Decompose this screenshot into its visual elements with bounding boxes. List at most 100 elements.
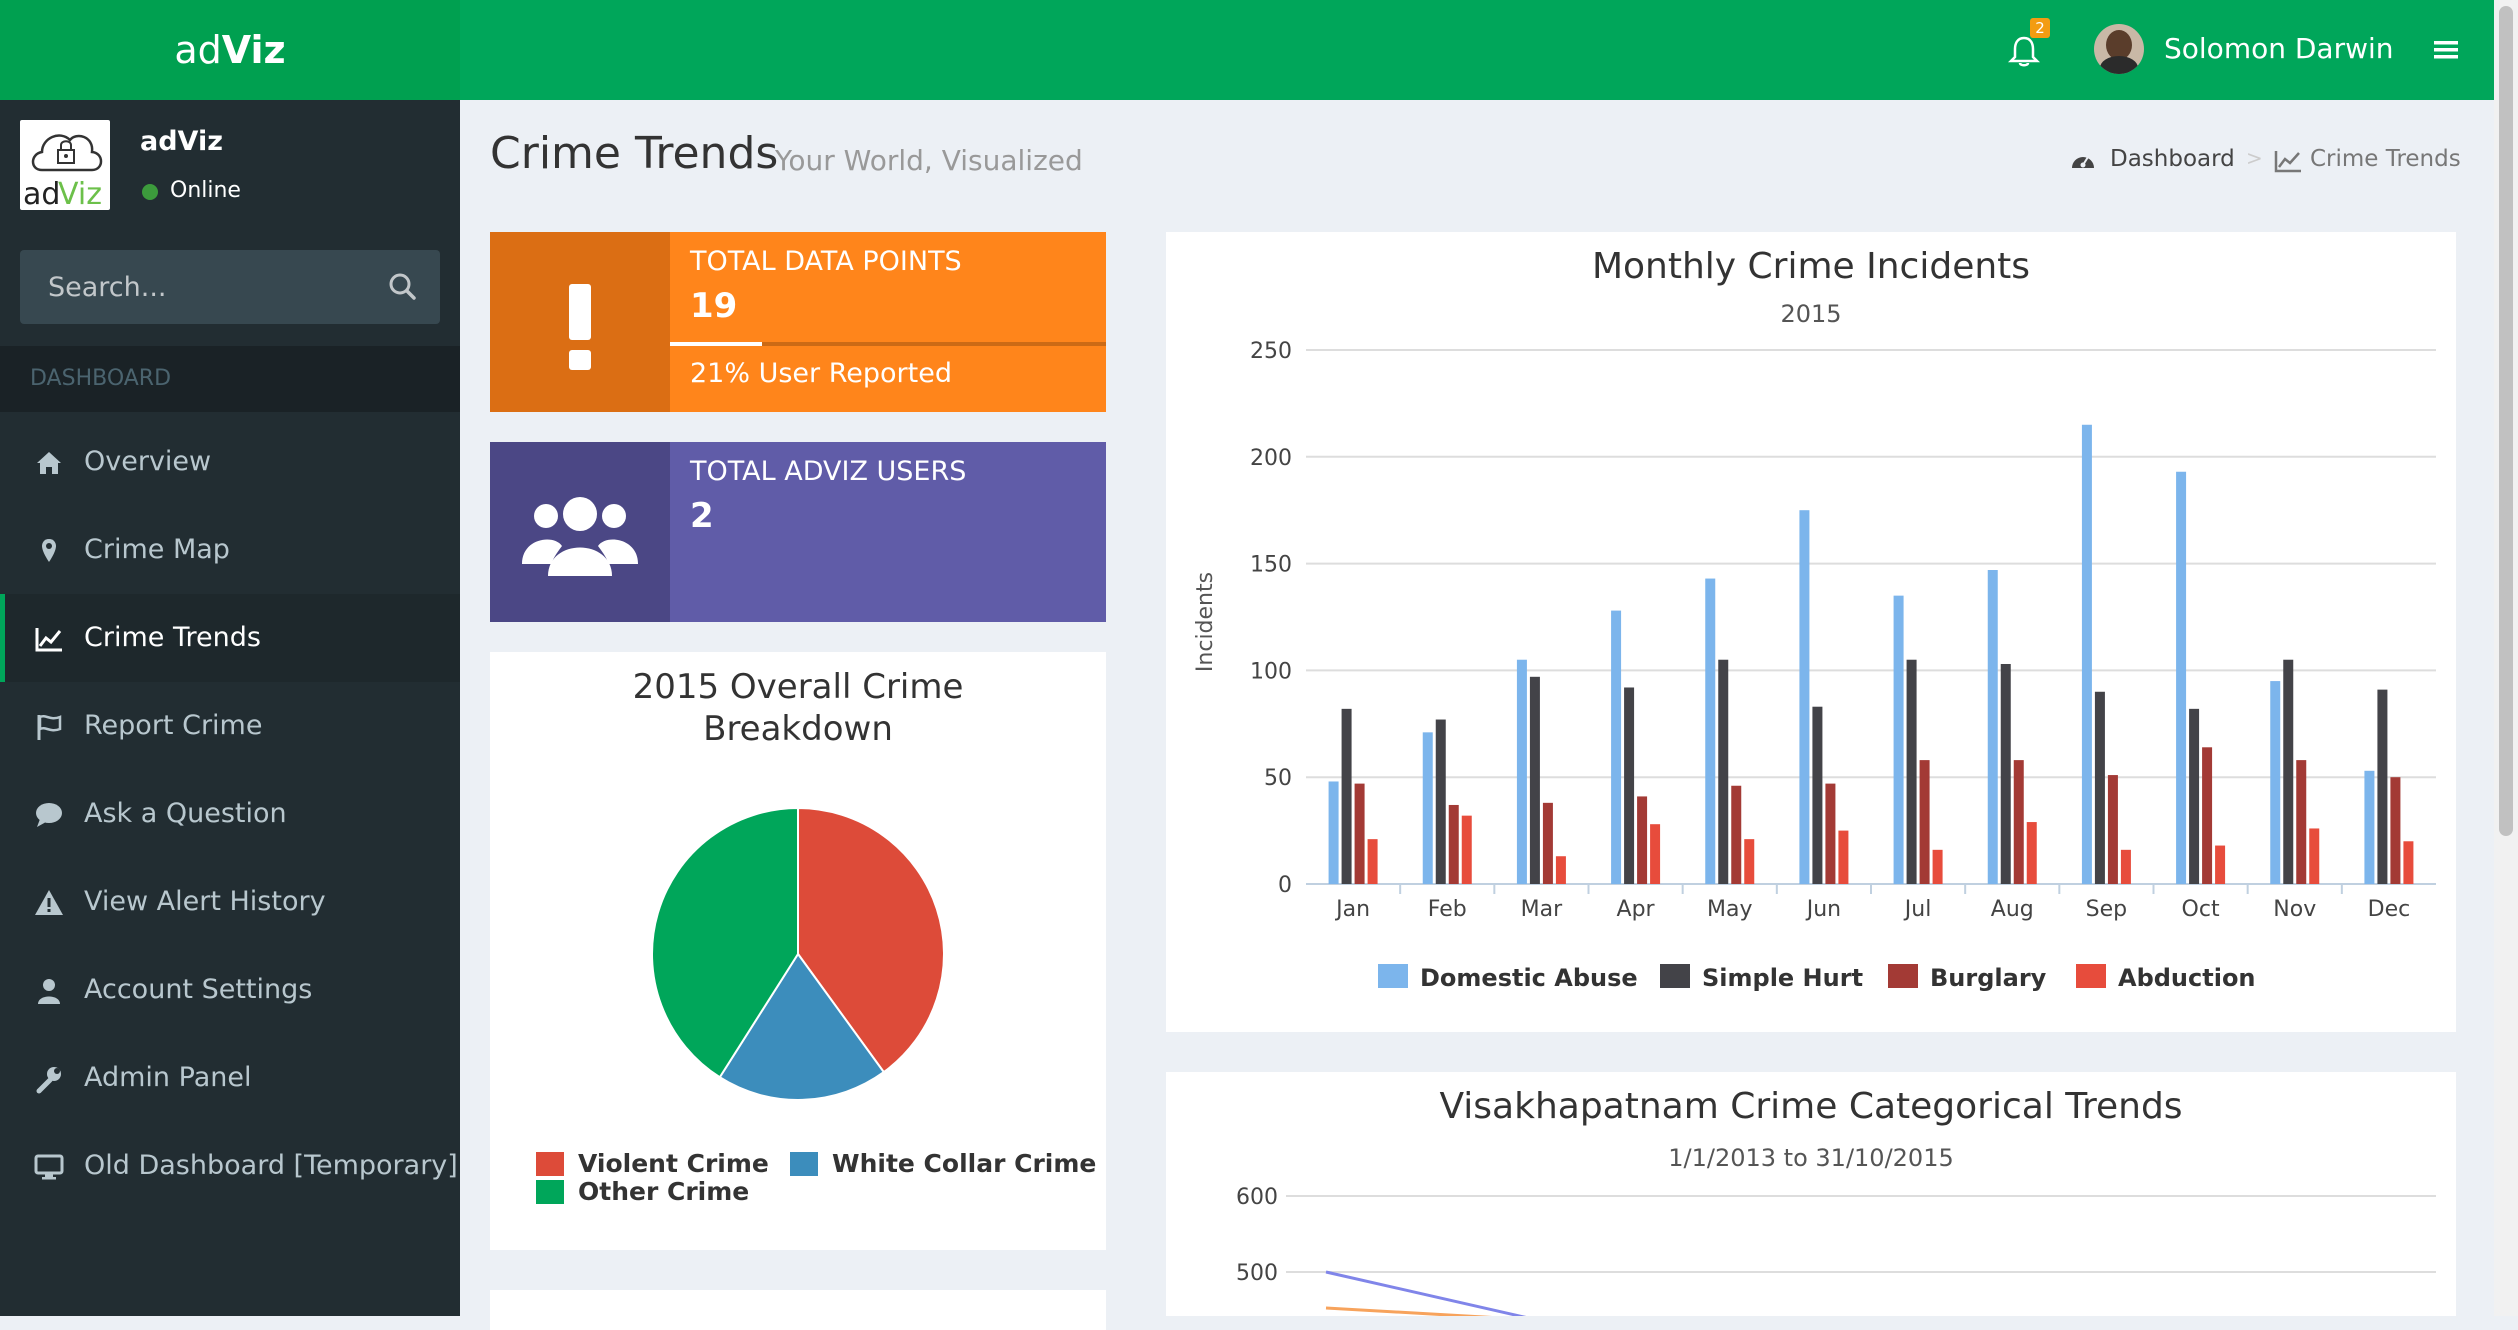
bar[interactable] (2081, 424, 2092, 884)
bar[interactable] (1718, 659, 1729, 884)
bar[interactable] (2283, 659, 2294, 884)
y-tick-label: 600 (1236, 1185, 1278, 1210)
cloud-lock-logo-icon: adViz (23, 134, 103, 212)
sidebar-item-account-settings[interactable]: Account Settings (0, 946, 460, 1034)
chart-title: 2015 Overall Crime (633, 667, 964, 707)
sidebar-item-ask-question[interactable]: Ask a Question (0, 770, 460, 858)
sidebar-item-crime-trends[interactable]: Crime Trends (0, 594, 460, 682)
pie-chart-card: 2015 Overall Crime Breakdown Violent Cri… (490, 652, 1106, 1250)
sidebar-item-label: View Alert History (84, 886, 326, 917)
user-menu[interactable]: Solomon Darwin (2090, 22, 2394, 78)
bar[interactable] (1461, 815, 1472, 884)
bar[interactable] (2094, 691, 2105, 884)
bar[interactable] (1611, 610, 1622, 884)
bar[interactable] (1812, 706, 1823, 884)
sidebar-item-label: Ask a Question (84, 798, 287, 829)
x-tick-label: Mar (1521, 897, 1563, 922)
logo-prefix: ad (174, 28, 222, 72)
bar[interactable] (2403, 841, 2414, 884)
breadcrumb-dashboard-link[interactable]: Dashboard (2110, 146, 2235, 172)
legend-swatch (1888, 964, 1918, 988)
bar[interactable] (1799, 510, 1810, 884)
line-chart-card: Visakhapatnam Crime Categorical Trends 1… (1166, 1072, 2456, 1324)
bar[interactable] (1341, 708, 1352, 884)
bar[interactable] (2107, 775, 2118, 884)
bar[interactable] (1987, 570, 1998, 884)
sidebar-item-crime-map[interactable]: Crime Map (0, 506, 460, 594)
bar[interactable] (2309, 828, 2320, 884)
bar[interactable] (1328, 781, 1339, 884)
sidebar-item-alert-history[interactable]: View Alert History (0, 858, 460, 946)
legend-item[interactable]: Violent Crime (578, 1149, 769, 1178)
bar[interactable] (2120, 849, 2131, 884)
bar[interactable] (2000, 663, 2011, 884)
bar[interactable] (1448, 804, 1459, 884)
sidebar-item-admin-panel[interactable]: Admin Panel (0, 1034, 460, 1122)
bar[interactable] (1650, 824, 1661, 884)
info-box-icon-area (490, 442, 670, 622)
bar[interactable] (1624, 687, 1635, 884)
pie-slice[interactable] (651, 806, 799, 1079)
bar[interactable] (1542, 802, 1553, 884)
sidebar-item-report-crime[interactable]: Report Crime (0, 682, 460, 770)
bar[interactable] (1744, 839, 1755, 884)
bar[interactable] (2176, 471, 2187, 884)
bar[interactable] (1893, 595, 1904, 884)
legend-item[interactable]: Simple Hurt (1702, 964, 1863, 992)
bar[interactable] (1529, 676, 1540, 884)
bar[interactable] (1516, 659, 1527, 884)
bar[interactable] (2270, 681, 2281, 884)
logo-bar (0, 0, 460, 100)
bar[interactable] (1555, 856, 1566, 884)
bar[interactable] (1906, 659, 1917, 884)
bar[interactable] (1838, 830, 1849, 884)
bar[interactable] (2189, 708, 2200, 884)
y-tick-label: 200 (1250, 446, 1292, 471)
warning-icon (35, 890, 63, 915)
bar[interactable] (1825, 783, 1836, 884)
bar[interactable] (1919, 760, 1930, 884)
bar[interactable] (2026, 822, 2037, 884)
bar[interactable] (1435, 719, 1446, 884)
app-logo[interactable]: adViz (0, 0, 460, 100)
info-box-label: TOTAL ADVIZ USERS (690, 456, 967, 487)
sidebar-item-label: Admin Panel (84, 1062, 252, 1093)
legend-item[interactable]: Other Crime (578, 1177, 749, 1206)
line-chart: Visakhapatnam Crime Categorical Trends 1… (1236, 1086, 2436, 1324)
bar[interactable] (2296, 760, 2307, 884)
legend-item[interactable]: Abduction (2118, 964, 2256, 992)
progress-bar (670, 342, 762, 346)
sidebar-item-old-dashboard[interactable]: Old Dashboard [Temporary] (0, 1122, 460, 1210)
pie-slice[interactable] (797, 806, 945, 1074)
bar[interactable] (2202, 747, 2213, 884)
bar[interactable] (2377, 689, 2388, 884)
legend-item[interactable]: White Collar Crime (832, 1149, 1096, 1178)
legend-item[interactable]: Burglary (1930, 964, 2047, 992)
legend-item[interactable]: Domestic Abuse (1420, 964, 1638, 992)
sidebar-search-button[interactable] (370, 250, 440, 324)
bar[interactable] (2364, 770, 2375, 884)
home-icon (37, 452, 61, 474)
bar[interactable] (1731, 785, 1742, 884)
bar[interactable] (2215, 845, 2226, 884)
bar[interactable] (2013, 760, 2024, 884)
info-box-value: 19 (690, 286, 738, 326)
x-tick-label: Aug (1991, 897, 2034, 922)
scrollbar-thumb[interactable] (2499, 6, 2513, 836)
bar[interactable] (1367, 839, 1378, 884)
bar[interactable] (1932, 849, 1943, 884)
sidebar-item-overview[interactable]: Overview (0, 418, 460, 506)
sidebar-section-label: DASHBOARD (30, 366, 172, 391)
sidebar-toggle-button[interactable] (2426, 36, 2466, 64)
bar[interactable] (1354, 783, 1365, 884)
bar[interactable] (2390, 777, 2401, 884)
bar[interactable] (1705, 578, 1716, 884)
notifications-button[interactable]: 2 (2002, 18, 2050, 72)
notification-badge: 2 (2030, 18, 2050, 38)
info-box-value: 2 (690, 496, 714, 536)
pie-slice[interactable] (718, 952, 886, 1101)
menu-icon (2434, 41, 2458, 59)
sidebar-search-input[interactable] (20, 250, 408, 324)
bar[interactable] (1422, 732, 1433, 884)
bar[interactable] (1637, 796, 1648, 884)
